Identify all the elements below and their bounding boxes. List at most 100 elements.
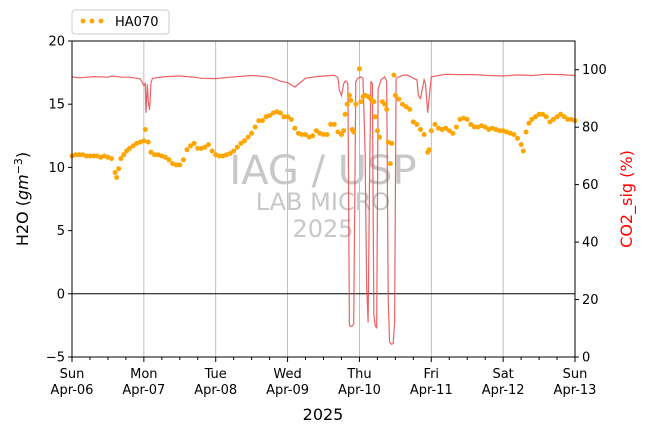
right-y-axis-label: CO2_sig (%) bbox=[617, 150, 637, 248]
ha070-point bbox=[540, 111, 546, 117]
ha070-point bbox=[387, 161, 393, 167]
x-tick-label-date: Apr-11 bbox=[410, 383, 453, 398]
left-y-tick-label: 0 bbox=[57, 287, 65, 302]
ha070-point bbox=[310, 133, 316, 139]
ha070-point bbox=[141, 138, 147, 144]
x-tick-label-date: Apr-10 bbox=[338, 383, 381, 398]
ha070-point bbox=[285, 114, 291, 120]
ha070-point bbox=[523, 129, 529, 135]
ha070-point bbox=[256, 118, 262, 124]
co2-sig-line bbox=[71, 73, 576, 346]
ha070-point bbox=[148, 149, 154, 155]
ha070-point bbox=[561, 114, 567, 120]
ha070-point bbox=[344, 101, 350, 107]
ha070-point bbox=[374, 128, 380, 134]
left-y-tick-label: 20 bbox=[48, 35, 65, 50]
ha070-point bbox=[292, 125, 298, 131]
ha070-point bbox=[358, 99, 364, 105]
x-tick-label-day: Thu bbox=[346, 367, 371, 382]
ha070-point bbox=[321, 132, 326, 137]
ha070-point bbox=[351, 129, 357, 135]
x-tick-label-day: Tue bbox=[204, 367, 227, 382]
left-y-axis-label: H2O (gm−3) bbox=[12, 152, 33, 246]
ha070-point bbox=[303, 132, 308, 137]
ha070-point bbox=[518, 142, 524, 148]
ha070-point bbox=[121, 152, 127, 158]
watermark: IAG / USP LAB MICRO 2025 bbox=[229, 148, 416, 243]
left-y-tick-label: 5 bbox=[57, 224, 65, 239]
ha070-point bbox=[328, 121, 334, 127]
ha070-point bbox=[520, 148, 526, 154]
ha070-point bbox=[191, 140, 197, 146]
ha070-point bbox=[547, 119, 553, 125]
ha070-point bbox=[83, 153, 89, 159]
ha070-point bbox=[184, 147, 190, 153]
ha070-point bbox=[426, 147, 432, 153]
ha070-point bbox=[377, 134, 382, 140]
ha070-point bbox=[206, 142, 211, 148]
x-tick-label-date: Apr-09 bbox=[266, 383, 309, 398]
ha070-point bbox=[145, 139, 151, 145]
x-axis-label: 2025 bbox=[303, 405, 344, 424]
right-y-tick-label: 80 bbox=[582, 121, 599, 136]
x-tick-label-date: Apr-06 bbox=[51, 383, 94, 398]
left-y-axis: −5 0 5 10 15 20 bbox=[46, 35, 72, 366]
ha070-point bbox=[209, 148, 215, 154]
ha070-point bbox=[324, 132, 330, 137]
legend-marker bbox=[80, 18, 86, 24]
ha070-point bbox=[142, 127, 148, 132]
ha070-point bbox=[259, 118, 265, 124]
ha070-point bbox=[177, 162, 183, 168]
ha070-point bbox=[428, 128, 434, 134]
ha070-point bbox=[216, 153, 222, 159]
ha070-point bbox=[511, 132, 517, 137]
legend-marker bbox=[89, 18, 95, 24]
legend-marker bbox=[98, 18, 104, 24]
right-y-tick-label: 0 bbox=[582, 351, 590, 366]
ha070-point bbox=[389, 140, 395, 146]
x-tick-label-day: Sun bbox=[60, 367, 85, 382]
ha070-point bbox=[331, 121, 337, 127]
ha070-point bbox=[342, 111, 348, 117]
right-y-tick-label: 40 bbox=[582, 236, 599, 251]
ha070-point bbox=[407, 106, 413, 112]
ha070-point bbox=[371, 99, 377, 105]
ha070-point bbox=[353, 101, 359, 107]
ha070-point bbox=[339, 132, 344, 137]
ha070-point bbox=[468, 121, 474, 127]
watermark-line-3: 2025 bbox=[292, 215, 353, 243]
ha070-point bbox=[234, 144, 240, 150]
ha070-point bbox=[341, 128, 347, 134]
ha070-point bbox=[384, 106, 390, 112]
x-tick-label-day: Wed bbox=[273, 367, 301, 382]
ha070-point bbox=[464, 116, 470, 122]
ha070-point bbox=[497, 128, 503, 134]
ha070-point bbox=[188, 143, 194, 149]
ha070-point bbox=[471, 124, 477, 130]
ha070-point bbox=[554, 114, 560, 120]
ha070-point bbox=[202, 144, 208, 150]
ha070-point bbox=[515, 135, 520, 141]
x-tick-label-date: Apr-08 bbox=[194, 383, 237, 398]
ha070-point bbox=[533, 114, 538, 120]
ha070-point bbox=[152, 152, 158, 158]
ha070-point bbox=[76, 152, 82, 158]
ha070-point bbox=[414, 121, 420, 127]
ha070-point bbox=[73, 152, 79, 158]
x-tick-label-day: Sun bbox=[563, 367, 588, 382]
ha070-point bbox=[400, 101, 405, 107]
ha070-point bbox=[245, 134, 251, 140]
ha070-point bbox=[195, 145, 201, 151]
ha070-point bbox=[267, 113, 273, 119]
legend-box bbox=[71, 9, 170, 35]
ha070-point bbox=[392, 92, 398, 98]
ha070-point bbox=[180, 157, 186, 163]
ha070-point bbox=[238, 140, 244, 146]
right-y-tick-label: 100 bbox=[582, 63, 607, 78]
ha070-point bbox=[227, 151, 233, 156]
left-y-tick-label: 15 bbox=[48, 98, 65, 113]
ha070-point bbox=[116, 166, 122, 172]
ha070-point bbox=[453, 124, 459, 130]
ha070-point bbox=[173, 162, 179, 168]
